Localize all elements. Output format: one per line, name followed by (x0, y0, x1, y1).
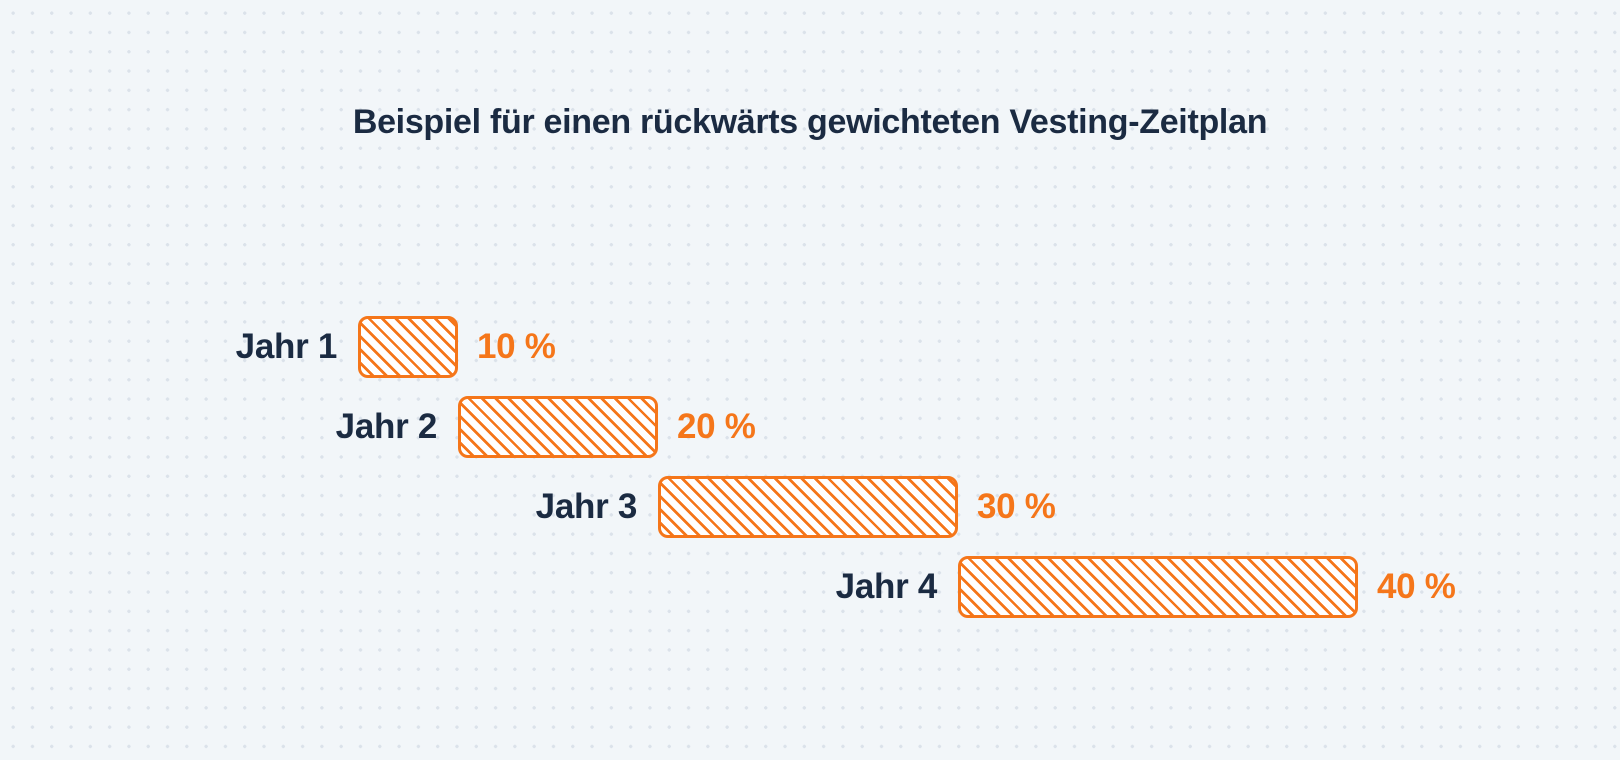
hatched-bar-jahr-2 (458, 396, 658, 458)
value-label-jahr-4: 40 % (1377, 567, 1456, 606)
hatched-bar-jahr-4 (958, 556, 1358, 618)
hatched-bar-jahr-1 (358, 316, 458, 378)
bar-row-jahr-2: Jahr 2 20 % (0, 396, 1620, 458)
category-label-jahr-1: Jahr 1 (235, 327, 338, 366)
category-label-jahr-4: Jahr 4 (835, 567, 938, 606)
bar-row-jahr-4: Jahr 4 40 % (0, 556, 1620, 618)
bar-row-jahr-1: Jahr 1 10 % (0, 316, 1620, 378)
chart-title: Beispiel für einen rückwärts gewichteten… (352, 103, 1268, 141)
hatched-bar-jahr-3 (658, 476, 958, 538)
bar-row-jahr-3: Jahr 3 30 % (0, 476, 1620, 538)
category-label-jahr-2: Jahr 2 (335, 407, 438, 446)
category-label-jahr-3: Jahr 3 (535, 487, 638, 526)
value-label-jahr-3: 30 % (977, 487, 1056, 526)
value-label-jahr-2: 20 % (677, 407, 756, 446)
value-label-jahr-1: 10 % (477, 327, 556, 366)
